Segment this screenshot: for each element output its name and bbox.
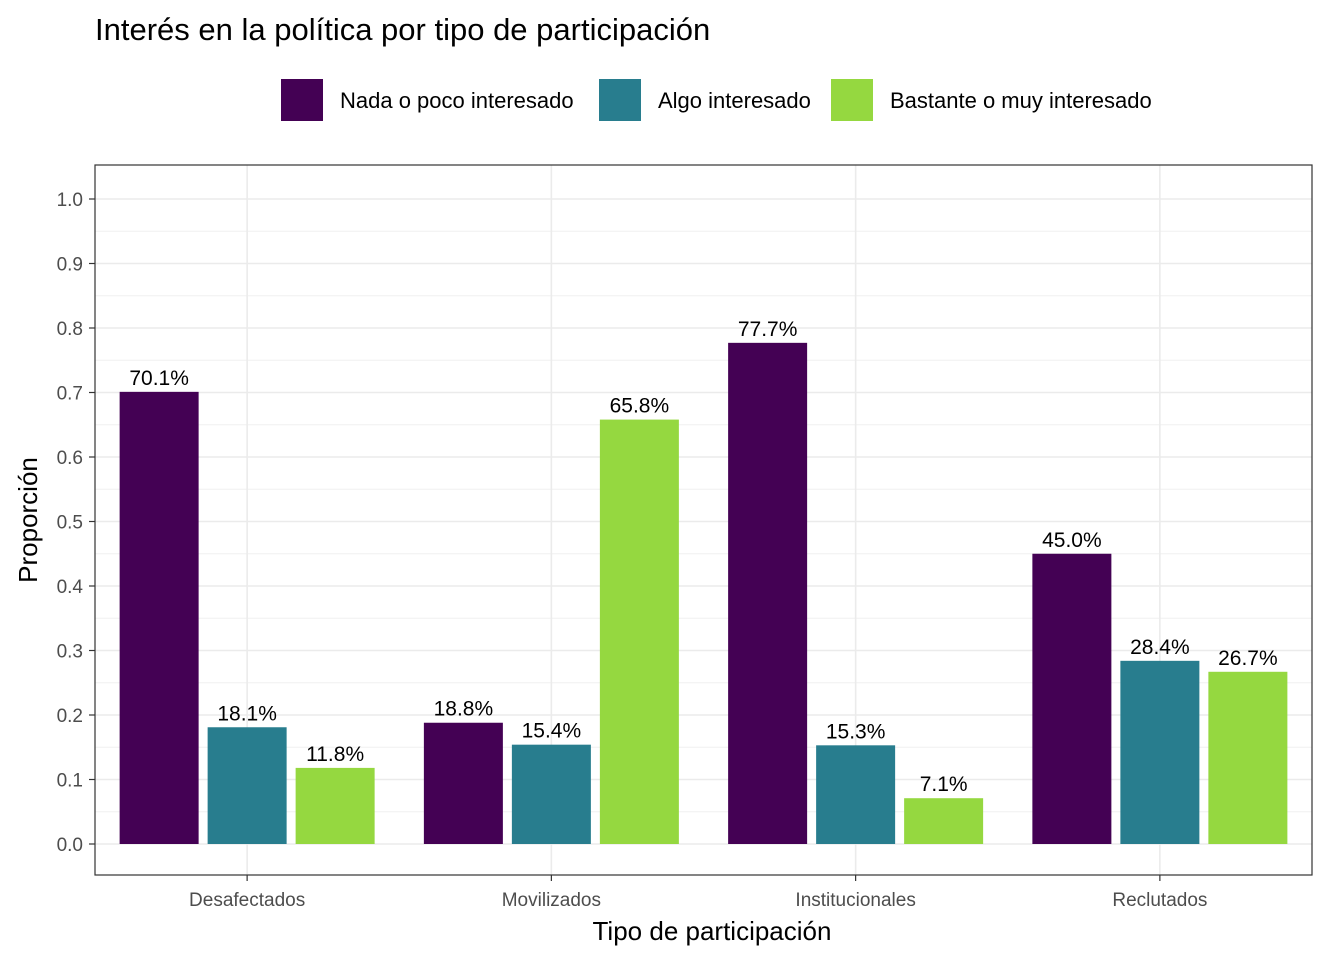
y-tick-label: 0.7: [57, 384, 83, 405]
bar: [207, 727, 287, 844]
y-tick-label: 0.6: [57, 448, 83, 469]
y-tick-label: 0.3: [57, 642, 83, 663]
y-tick-label: 1.0: [57, 190, 83, 211]
bars: [119, 342, 1288, 844]
bar-value-label: 77.7%: [738, 318, 798, 341]
y-tick-label: 0.4: [57, 577, 84, 598]
bar-value-label: 11.8%: [306, 743, 364, 766]
x-axis: Desafectados Movilizados Institucionales Re…: [189, 875, 1207, 911]
bar-value-label: 28.4%: [1130, 636, 1190, 659]
bar: [295, 767, 375, 844]
x-tick-label: Desafectados: [189, 890, 305, 911]
bar: [816, 745, 896, 844]
bar-value-label: 18.8%: [434, 698, 494, 721]
bar: [904, 798, 984, 844]
y-tick-label: 0.9: [57, 255, 83, 276]
bar: [1208, 671, 1288, 844]
bar: [511, 744, 591, 844]
plot-panel-border: [94, 164, 1313, 876]
grid-minor: [95, 230, 1312, 813]
bar-value-label: 15.4%: [522, 720, 582, 743]
y-tick-label: 0.5: [57, 513, 83, 534]
y-tick-label: 0.1: [57, 771, 83, 792]
x-axis-title: Tipo de participación: [593, 916, 832, 946]
legend-swatch: [831, 79, 873, 121]
x-tick-label: Reclutados: [1112, 890, 1207, 911]
bar: [1120, 660, 1200, 844]
legend-swatch: [281, 79, 323, 121]
y-tick-label: 0.8: [57, 319, 83, 340]
bar-value-label: 18.1%: [217, 702, 277, 725]
bar-value-label: 7.1%: [920, 773, 968, 796]
bar: [1032, 553, 1112, 844]
bar-value-label: 65.8%: [610, 395, 670, 418]
y-tick-label: 0.0: [57, 835, 83, 856]
bar: [119, 391, 199, 844]
x-tick-label: Institucionales: [795, 890, 915, 911]
bar-value-label: 45.0%: [1042, 529, 1102, 552]
legend-swatch: [599, 79, 641, 121]
y-axis: 0.0 0.1 0.2 0.3 0.4 0.5 0.6 0.7 0.8 0.9 1.0: [57, 190, 95, 856]
bar-value-label: 26.7%: [1218, 647, 1278, 670]
bar: [599, 419, 679, 844]
legend-label: Nada o poco interesado: [340, 88, 574, 113]
y-tick-label: 0.2: [57, 706, 83, 727]
bar-value-label: 70.1%: [129, 367, 189, 390]
y-axis-title: Proporción: [13, 457, 43, 583]
legend: Nada o poco interesado Algo interesado Bas…: [281, 79, 1152, 121]
legend-label: Bastante o muy interesado: [890, 88, 1152, 113]
chart-title: Interés en la política por tipo de parti…: [95, 12, 710, 47]
bar-value-label: 15.3%: [826, 720, 886, 743]
legend-label: Algo interesado: [658, 88, 811, 113]
x-tick-label: Movilizados: [502, 890, 601, 911]
bar-labels: 70.1% 18.1% 11.8% 18.8% 15.4% 65.8% 77.7% 15.3%…: [129, 318, 1277, 796]
bar: [728, 342, 808, 844]
bar: [423, 722, 503, 844]
